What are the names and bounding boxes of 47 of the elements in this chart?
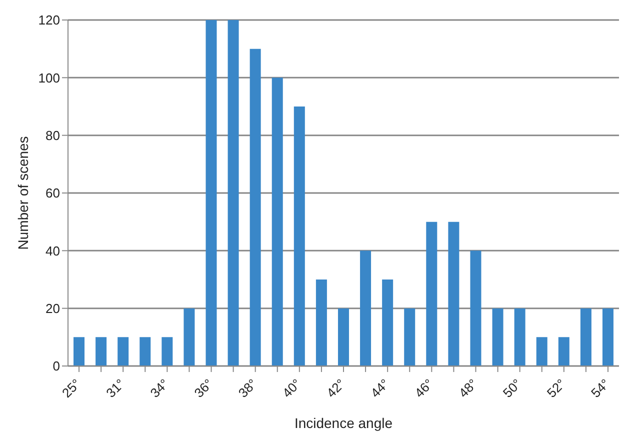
x-tick-label: 34° (147, 376, 172, 400)
y-tick-label: 20 (46, 300, 60, 316)
bar (140, 337, 151, 366)
bar (404, 308, 416, 366)
x-tick-label: 54° (588, 376, 613, 400)
bar (448, 222, 460, 366)
bar (228, 20, 239, 366)
bar (536, 337, 548, 366)
bar (162, 337, 173, 366)
bar (316, 280, 327, 366)
bar (184, 308, 195, 366)
bar (74, 337, 85, 366)
y-tick-label: 60 (46, 186, 60, 201)
bar (514, 308, 526, 366)
bar (206, 20, 217, 366)
x-tick-label: 42° (324, 376, 348, 400)
x-tick-label: 31° (103, 376, 128, 400)
bar (426, 222, 438, 366)
bar (338, 308, 349, 366)
x-tick-label: 50° (500, 376, 524, 400)
x-tick-label: 25° (59, 376, 84, 400)
x-axis-title: Incidence angle (294, 415, 393, 431)
x-tick-label: 38° (235, 376, 260, 400)
y-tick-label: 80 (46, 128, 60, 143)
bar (580, 308, 592, 366)
x-tick-label: 36° (191, 376, 216, 400)
bar (360, 250, 372, 366)
bar (602, 308, 614, 366)
x-tick-label: 48° (456, 376, 480, 400)
y-tick-label: 120 (38, 12, 60, 28)
bar (558, 337, 570, 366)
x-tick-label: 52° (544, 376, 568, 400)
bar (294, 106, 305, 366)
x-tick-label: 46° (412, 376, 436, 400)
bar (118, 337, 129, 366)
bar (492, 308, 504, 366)
bar (470, 250, 482, 366)
y-axis-title: Number of scenes (14, 136, 31, 250)
x-tick-label: 44° (368, 376, 392, 400)
x-tick-label: 40° (279, 376, 304, 400)
bar (96, 337, 107, 366)
bar (250, 48, 261, 366)
y-tick-label: 0 (52, 358, 60, 374)
bar (382, 280, 394, 366)
y-tick-label: 100 (38, 70, 60, 86)
y-tick-label: 40 (46, 243, 60, 258)
bar (272, 78, 283, 366)
